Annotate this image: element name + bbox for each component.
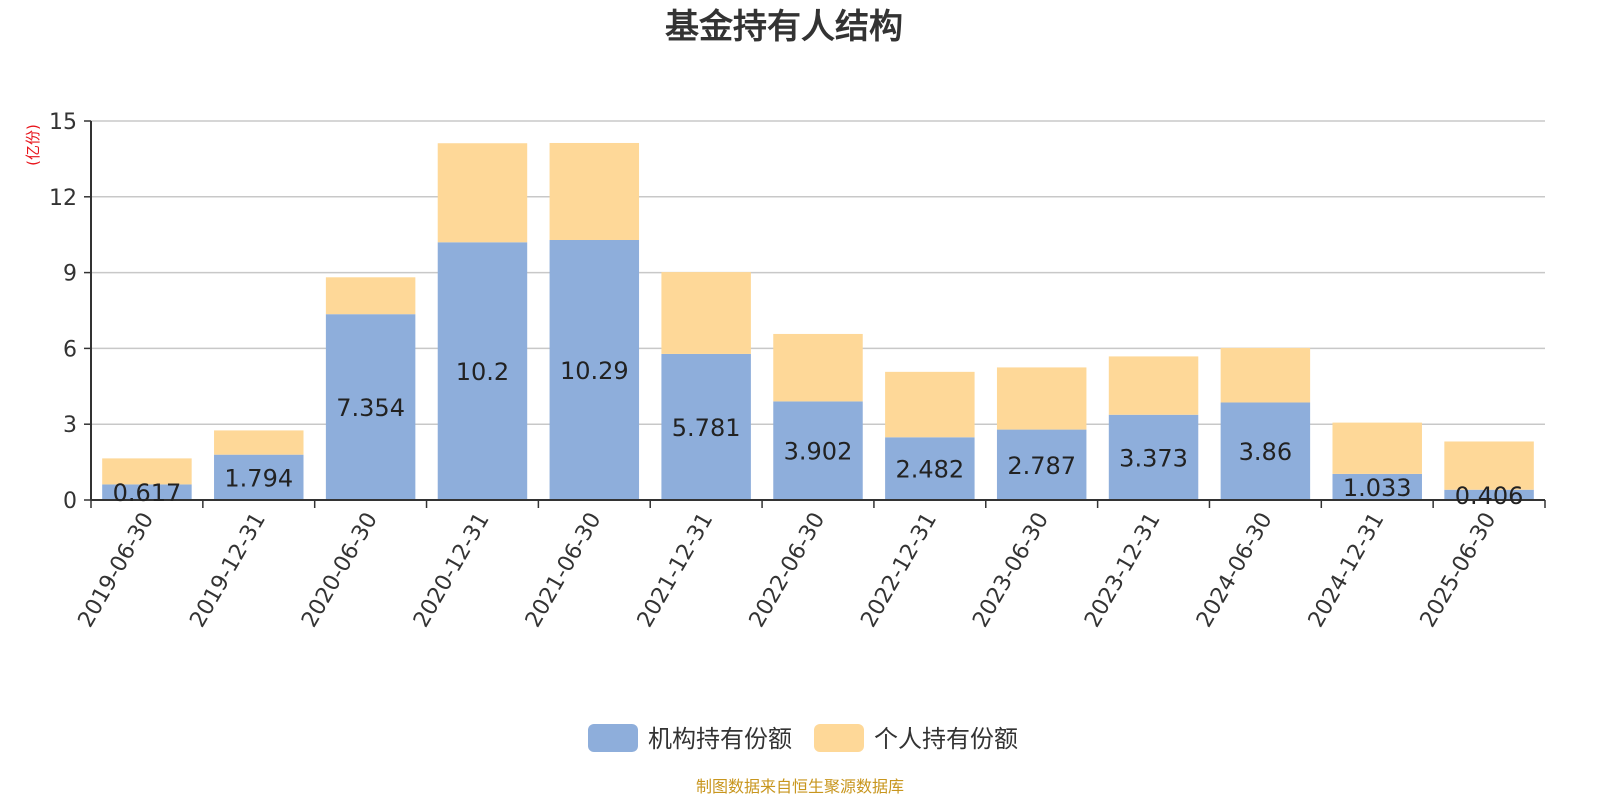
legend-label: 机构持有份额 [648,725,792,753]
bar-institutional [1220,402,1311,500]
bar-individual [885,371,975,438]
bar-institutional [549,240,640,501]
axes [90,121,1546,508]
x-tick-label: 2020-06-30 [297,509,383,632]
bar-institutional [773,401,863,500]
x-tick-label: 2022-12-31 [856,509,942,632]
x-tick-labels: 2019-06-30 2019-12-31 2020-06-30 2020-12-31… [74,509,1502,632]
x-tick-label: 2023-06-30 [968,509,1054,632]
data-label: 3.86 [1239,438,1292,466]
data-labels: 0.617 1.794 7.354 10.2 10.29 5.781 3.902 2.482 2… [113,357,1524,510]
bar-individual [1332,422,1422,474]
bar-institutional [996,429,1087,500]
bar-individual [661,272,751,354]
bar-institutional [214,454,304,500]
bar-individual [437,143,528,243]
legend-label: 个人持有份额 [874,725,1018,753]
y-tick-label: 15 [49,110,77,135]
y-tick-label: 6 [63,337,77,362]
bar-institutional [437,242,528,500]
y-tick-label: 0 [63,489,77,514]
bar-institutional [1108,414,1199,500]
y-axis-label: (亿份) [24,124,42,166]
bar-individual [1220,347,1311,403]
source-note: 制图数据来自恒生聚源数据库 [696,777,904,796]
data-label: 10.2 [456,358,509,386]
legend-swatch [814,724,864,752]
data-label: 3.373 [1119,444,1188,472]
bar-individual [102,458,192,485]
bar-institutional [661,353,751,500]
bar-institutional [1332,473,1422,500]
data-label: 1.033 [1343,474,1412,502]
y-tick-label: 12 [49,186,77,211]
data-label: 2.787 [1007,452,1076,480]
data-label: 2.482 [895,456,964,484]
data-label: 5.781 [672,414,741,442]
data-label: 10.29 [560,357,629,385]
y-tick-label: 3 [63,413,77,438]
bar-institutional [102,484,192,500]
x-tick-label: 2021-12-31 [633,509,719,632]
bar-individual [214,430,304,455]
x-tick-label: 2024-12-31 [1304,509,1390,632]
bar-individual [1444,441,1534,490]
data-label: 0.406 [1455,482,1524,510]
chart-title: 基金持有人结构 [665,7,903,47]
data-label: 7.354 [336,394,405,422]
y-tick-labels: 0 3 6 9 12 15 [49,110,77,514]
x-tick-label: 2021-06-30 [521,509,607,632]
data-label: 0.617 [113,479,182,507]
bar-individual [773,333,863,402]
x-tick-label: 2020-12-31 [409,509,495,632]
bar-institutional [885,437,975,500]
bar-individual [325,277,416,315]
bar-institutional [1444,489,1534,500]
y-tick-label: 9 [63,262,77,287]
x-tick-label: 2025-06-30 [1416,509,1502,632]
bar-institutional [325,314,416,500]
bar-series [102,142,1534,501]
legend-swatch [588,724,638,752]
data-label: 1.794 [224,464,293,492]
data-label: 3.902 [784,438,853,466]
x-tick-label: 2019-12-31 [185,509,271,632]
bar-individual [549,142,640,241]
legend: 机构持有份额 个人持有份额 [588,724,1018,753]
bar-individual [1108,356,1199,415]
x-tick-label: 2022-06-30 [745,509,831,632]
x-tick-label: 2019-06-30 [74,509,160,632]
x-tick-label: 2023-12-31 [1080,509,1166,632]
x-tick-label: 2024-06-30 [1192,509,1278,632]
bar-individual [996,367,1087,430]
